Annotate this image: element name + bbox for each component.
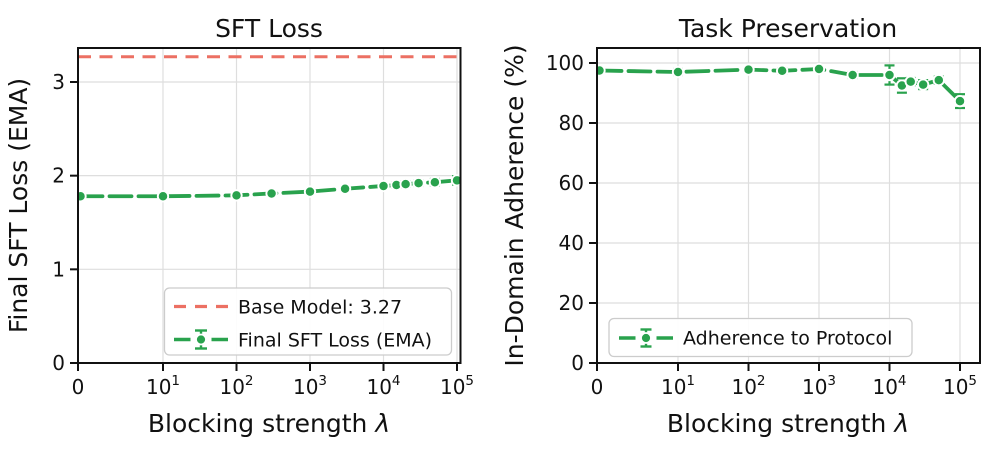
- sft-loss-legend-handle: [174, 329, 228, 350]
- left-y-axis-label: Final SFT Loss (EMA): [4, 78, 33, 333]
- right-grid: [597, 48, 980, 363]
- right-legend-box: [608, 317, 913, 358]
- legend-base-model-label: Base Model: 3.27: [238, 297, 402, 319]
- right-legend: Adherence to Protocol: [608, 317, 913, 358]
- data-point-marker: [775, 64, 789, 77]
- x-tick-label: 105: [440, 373, 474, 399]
- right-chart-title: Task Preservation: [678, 14, 897, 43]
- data-point-marker: [953, 94, 967, 108]
- x-tick-label: 0: [72, 375, 85, 399]
- y-tick-label: 0: [52, 351, 65, 375]
- x-tick-label: 104: [872, 373, 906, 399]
- right-axis: 0 101 102 103 104 105 0 20 40 60 80 100: [546, 51, 977, 399]
- y-tick-label: 0: [571, 351, 584, 375]
- y-tick-label: 100: [546, 51, 584, 75]
- data-point-marker: [377, 179, 390, 193]
- x-tick-label: 105: [943, 373, 977, 399]
- data-point-marker: [156, 190, 170, 203]
- data-point-marker: [338, 182, 352, 195]
- y-tick-label: 80: [559, 111, 584, 135]
- x-tick-label: 101: [661, 373, 695, 399]
- data-point-marker: [916, 78, 930, 91]
- legend-adherence-label: Adherence to Protocol: [683, 328, 892, 350]
- y-tick-label: 20: [559, 291, 584, 315]
- data-point-marker: [428, 176, 442, 189]
- left-panel: 0 101 102 103 104 105 0 1 2 3 SFT Loss Blocking s…: [4, 14, 474, 438]
- data-point-marker: [78, 190, 87, 203]
- right-plot: [597, 62, 967, 110]
- x-tick-label: 104: [366, 373, 400, 399]
- left-axes-frame: [77, 47, 462, 364]
- left-grid: [78, 48, 461, 363]
- x-tick-label: 102: [731, 373, 765, 399]
- x-tick-label: 102: [219, 373, 253, 399]
- data-point-marker: [932, 73, 945, 87]
- left-x-axis-label: Blocking strength λ: [148, 409, 390, 438]
- data-point-marker: [883, 68, 896, 82]
- x-tick-label: 103: [293, 373, 327, 399]
- legend-sft-loss-label: Final SFT Loss (EMA): [238, 330, 432, 352]
- left-chart-title: SFT Loss: [215, 14, 323, 43]
- left-legend: Base Model: 3.27 Final SFT Loss (EMA): [163, 287, 453, 356]
- y-tick-label: 1: [52, 257, 65, 281]
- right-x-axis-label: Blocking strength λ: [667, 409, 909, 438]
- data-point-marker: [812, 62, 826, 76]
- data-point-marker: [412, 177, 425, 190]
- y-tick-label: 3: [52, 70, 65, 94]
- data-point-marker: [846, 68, 859, 82]
- x-tick-label: 0: [591, 375, 604, 399]
- data-point-marker: [399, 177, 412, 191]
- data-point-marker: [265, 187, 278, 200]
- left-axis: 0 101 102 103 104 105 0 1 2 3: [52, 70, 474, 399]
- y-tick-label: 2: [52, 164, 65, 188]
- marker-swatch: [195, 333, 207, 346]
- data-point-marker: [671, 65, 685, 79]
- left-legend-box: [163, 287, 453, 356]
- data-point-marker: [597, 64, 606, 77]
- data-point-marker: [303, 185, 317, 198]
- y-tick-label: 60: [559, 171, 584, 195]
- right-panel: 0 101 102 103 104 105 0 20 40 60 80 100 Task Preser…: [500, 14, 981, 438]
- data-point-marker: [904, 75, 917, 88]
- marker-swatch: [640, 332, 652, 344]
- data-point-marker: [230, 189, 243, 202]
- adherence-legend-handle: [619, 328, 673, 348]
- x-tick-label: 103: [802, 373, 836, 399]
- right-y-axis-label: In-Domain Adherence (%): [500, 44, 529, 366]
- y-tick-label: 40: [559, 231, 584, 255]
- x-tick-label: 101: [146, 373, 180, 399]
- right-axes-frame: [596, 47, 981, 364]
- data-point-marker: [742, 63, 755, 76]
- left-plot: [78, 55, 461, 203]
- data-point-marker: [450, 174, 461, 187]
